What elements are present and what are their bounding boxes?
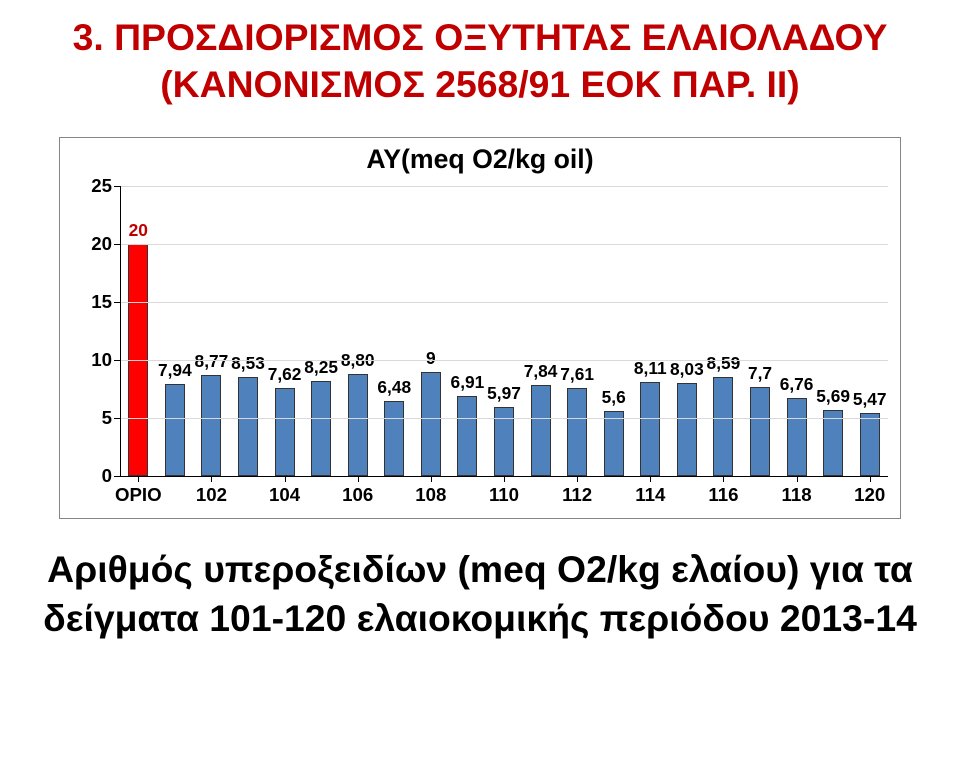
y-tick-label: 25 [64,175,112,197]
bar [457,396,477,476]
value-label: 5,69 [816,386,850,407]
bar [384,401,404,476]
x-tick-mark [358,476,359,482]
bar [275,388,295,476]
x-tick-mark [504,476,505,482]
value-label: 7,61 [560,364,594,385]
heading-line-1: 3. ΠΡΟΣΔΙΟΡΙΣΜΟΣ ΟΞΥΤΗΤΑΣ ΕΛΑΙΟΛΑΔΟΥ [0,14,960,61]
gridline [120,418,888,419]
x-tick-label: 118 [782,484,812,506]
x-tick-mark [870,476,871,482]
x-tick-mark [723,476,724,482]
bar [860,413,880,476]
bar [640,382,660,476]
bar [311,381,331,477]
value-label: 7,7 [748,363,772,384]
gridline [120,302,888,303]
value-label: 9 [426,348,436,369]
bar [531,385,551,476]
x-tick-mark [431,476,432,482]
x-tick-label: 102 [196,484,227,506]
y-tick-label: 20 [64,233,112,255]
caption-line-1: Αριθμός υπεροξειδίων (meq O2/kg ελαίου) … [0,545,960,594]
bar [713,377,733,477]
value-label: 8,11 [634,358,667,379]
value-label: 7,84 [524,361,558,382]
x-tick-label: 106 [342,484,373,506]
bar [201,375,221,477]
x-tick-label: 120 [854,484,885,506]
y-axis: 0510152025 [60,186,120,476]
x-axis: ΟΡΙΟ102104106108110112114116118120 [120,476,888,518]
bar [604,411,624,476]
value-label: 7,94 [158,360,192,381]
x-tick-label: ΟΡΙΟ [115,484,162,506]
gridline [120,186,888,187]
value-label: 8,03 [670,359,704,380]
value-label: 8,59 [707,353,741,374]
value-label: 6,48 [377,377,411,398]
value-label: 7,62 [268,364,302,385]
caption-line-2: δείγματα 101-120 ελαιοκομικής περιόδου 2… [0,594,960,643]
heading-line-2: (ΚΑΝΟΝΙΣΜΟΣ 2568/91 ΕΟΚ ΠΑΡ. ΙΙ) [0,61,960,108]
x-tick-label: 108 [415,484,446,506]
chart-title: ΑΥ(meq O2/kg oil) [60,144,900,175]
bar [165,384,185,476]
bar [750,387,770,476]
x-tick-mark [285,476,286,482]
y-tick-label: 10 [64,349,112,371]
value-label: 8,53 [231,353,265,374]
bar [567,388,587,476]
x-tick-label: 116 [708,484,738,506]
value-label: 6,91 [451,372,485,393]
gridline [120,244,888,245]
y-tick-label: 0 [64,465,112,487]
y-tick-label: 15 [64,291,112,313]
bar [823,410,843,476]
bar [348,374,368,476]
bar [421,372,441,476]
x-tick-label: 110 [489,484,519,506]
value-label: 5,47 [853,389,887,410]
bar [677,383,697,476]
x-tick-mark [650,476,651,482]
peroxide-chart: ΑΥ(meq O2/kg oil) 0510152025 207,948,778… [59,137,901,519]
gridline [120,360,888,361]
y-axis-line [120,186,121,476]
bar [787,398,807,476]
bar [238,377,258,476]
plot-area: 207,948,778,537,628,258,806,4896,915,977… [120,186,888,476]
chart-caption: Αριθμός υπεροξειδίων (meq O2/kg ελαίου) … [0,545,960,642]
x-tick-mark [138,476,139,482]
x-tick-mark [211,476,212,482]
x-tick-mark [797,476,798,482]
x-tick-label: 112 [562,484,592,506]
value-label: 5,6 [602,387,626,408]
y-tick-label: 5 [64,407,112,429]
value-label: 5,97 [487,383,521,404]
x-tick-mark [577,476,578,482]
value-label: 20 [129,220,148,241]
value-label: 6,76 [780,374,814,395]
x-tick-label: 104 [269,484,300,506]
page-heading: 3. ΠΡΟΣΔΙΟΡΙΣΜΟΣ ΟΞΥΤΗΤΑΣ ΕΛΑΙΟΛΑΔΟΥ (ΚΑ… [0,0,960,107]
x-tick-label: 114 [635,484,665,506]
